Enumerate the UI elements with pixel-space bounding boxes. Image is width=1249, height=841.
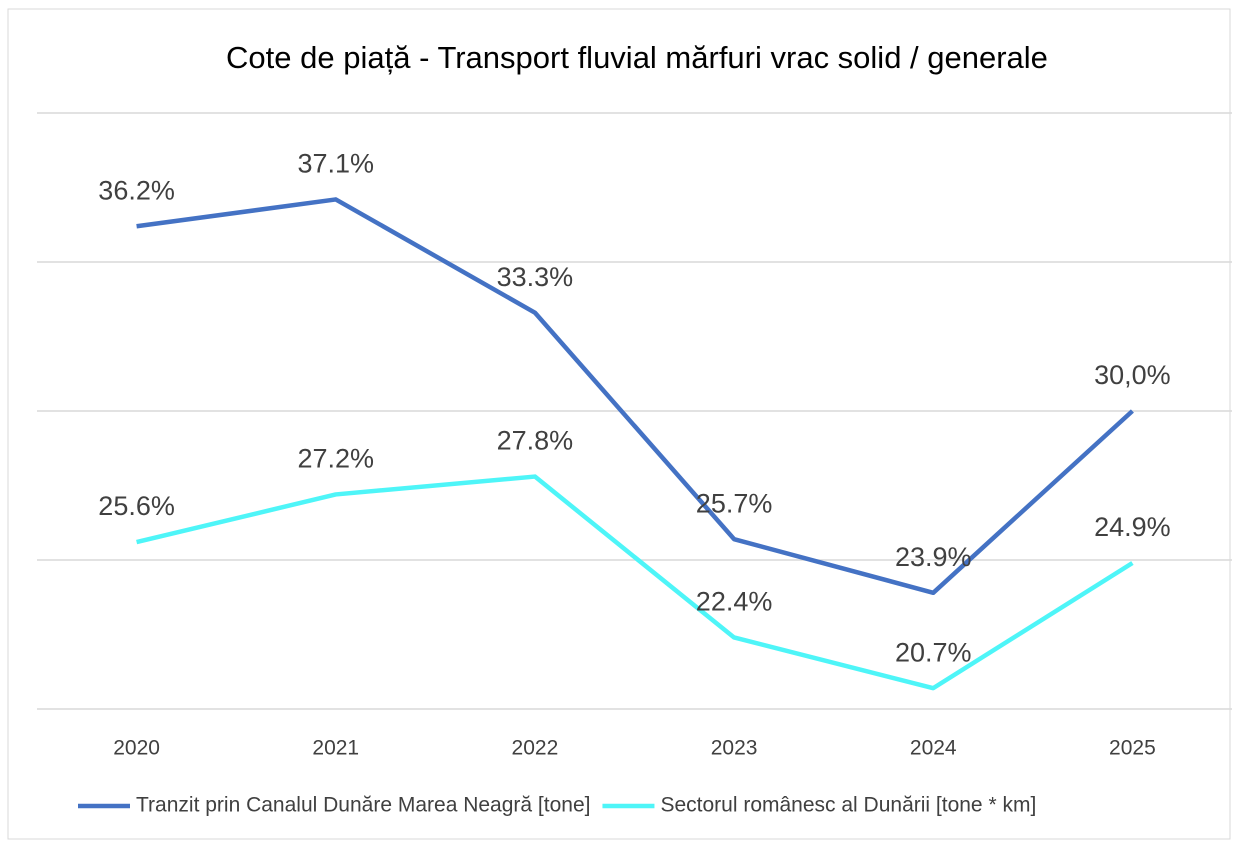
legend-label: Sectorul românesc al Dunării [tone * km]	[660, 794, 1036, 817]
data-label: 24.9%	[1094, 512, 1171, 542]
x-tick-label: 2022	[512, 737, 559, 760]
chart-title: Cote de piață - Transport fluvial mărfur…	[226, 40, 1048, 75]
legend-label: Tranzit prin Canalul Dunăre Marea Neagră…	[136, 794, 590, 817]
data-label: 27.2%	[297, 444, 374, 474]
data-label: 25.7%	[696, 488, 773, 518]
data-label: 33.3%	[497, 262, 574, 292]
data-label: 27.8%	[497, 426, 574, 456]
x-tick-label: 2023	[711, 737, 758, 760]
x-tick-label: 2021	[312, 737, 359, 760]
x-tick-label: 2024	[910, 737, 957, 760]
data-label: 36.2%	[98, 175, 175, 205]
data-label: 25.6%	[98, 491, 175, 521]
data-line	[136, 197, 1134, 596]
chart-frame	[7, 8, 1231, 840]
data-label: 22.4%	[696, 587, 773, 617]
x-tick-label: 2025	[1109, 737, 1156, 760]
data-line	[136, 474, 1134, 691]
data-label: 30,0%	[1094, 360, 1171, 390]
x-tick-label: 2020	[113, 737, 160, 760]
data-label: 23.9%	[895, 542, 972, 572]
data-label: 37.1%	[297, 149, 374, 179]
data-label: 20.7%	[895, 637, 972, 667]
